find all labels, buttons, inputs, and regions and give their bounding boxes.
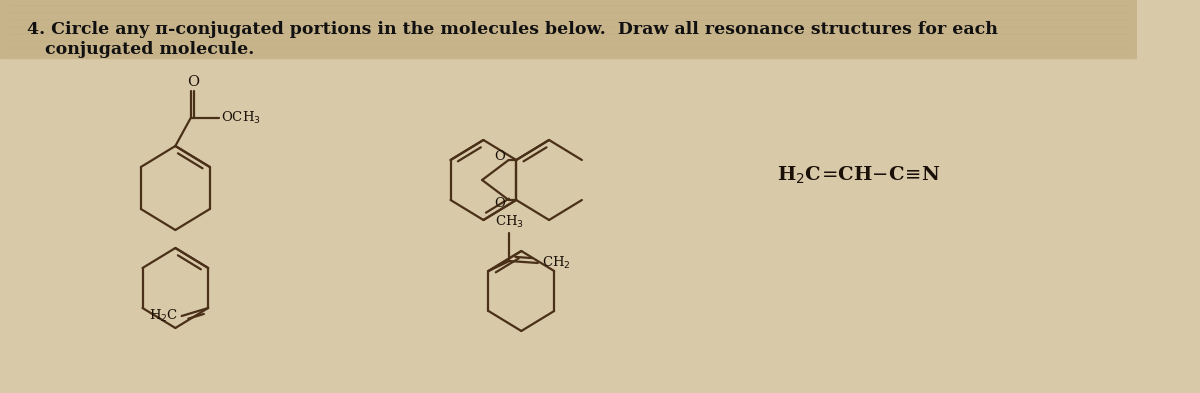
Text: O: O — [494, 196, 505, 209]
Text: OCH$_3$: OCH$_3$ — [221, 110, 260, 126]
Text: O: O — [187, 75, 199, 89]
Text: CH$_2$: CH$_2$ — [541, 255, 570, 271]
Text: conjugated molecule.: conjugated molecule. — [26, 41, 253, 58]
Text: 4. Circle any π-conjugated portions in the molecules below.  Draw all resonance : 4. Circle any π-conjugated portions in t… — [26, 21, 997, 38]
Text: O: O — [494, 151, 505, 163]
Text: H$_2$C$\!=\!$CH$-$C$\!\equiv\!$N: H$_2$C$\!=\!$CH$-$C$\!\equiv\!$N — [778, 164, 941, 185]
Text: CH$_3$: CH$_3$ — [494, 214, 524, 230]
Text: H$_2$C: H$_2$C — [149, 308, 178, 324]
Bar — [0, 0, 1138, 58]
